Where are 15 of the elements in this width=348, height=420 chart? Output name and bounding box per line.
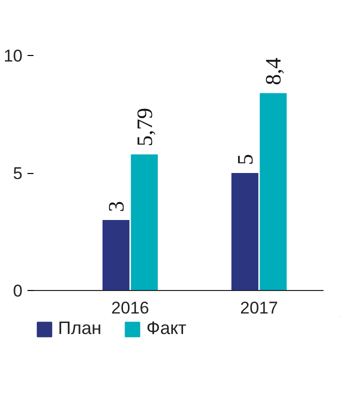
y-tick-label: 10: [4, 46, 23, 66]
bar: [260, 93, 287, 290]
text: 3: [103, 201, 128, 212]
text: 8,4: [260, 58, 286, 86]
x-tick-label: 2016: [111, 298, 150, 318]
bar: [130, 154, 158, 290]
text: 5: [232, 154, 258, 165]
text: 5,79: [132, 108, 157, 146]
bar: [102, 220, 130, 290]
y-tick-label: 5: [13, 164, 23, 183]
bar: [231, 173, 258, 290]
y-tick-label: 0: [13, 282, 23, 300]
legend-label: План: [58, 318, 102, 339]
legend-label: Факт: [146, 318, 186, 339]
x-tick-label: 2017: [240, 298, 278, 318]
